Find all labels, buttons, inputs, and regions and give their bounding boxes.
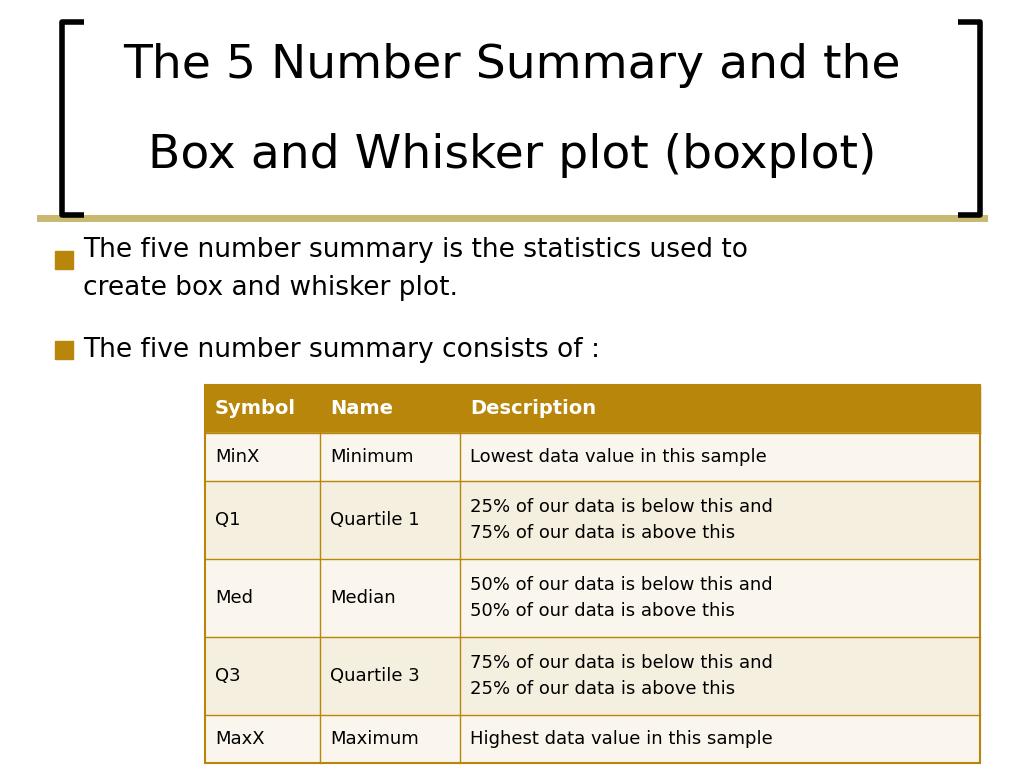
Text: Lowest data value in this sample: Lowest data value in this sample bbox=[470, 448, 767, 466]
Bar bbox=[205, 559, 980, 637]
Text: 50% of our data is below this and
50% of our data is above this: 50% of our data is below this and 50% of… bbox=[470, 577, 773, 620]
Text: Description: Description bbox=[470, 399, 596, 419]
Bar bbox=[55, 251, 73, 269]
Text: MaxX: MaxX bbox=[215, 730, 264, 748]
Text: The five number summary is the statistics used to: The five number summary is the statistic… bbox=[83, 237, 748, 263]
Text: Q1: Q1 bbox=[215, 511, 241, 529]
Text: Median: Median bbox=[330, 589, 395, 607]
Bar bbox=[205, 481, 980, 559]
Text: 75% of our data is below this and
25% of our data is above this: 75% of our data is below this and 25% of… bbox=[470, 654, 773, 697]
Bar bbox=[205, 433, 980, 481]
Bar bbox=[205, 637, 980, 715]
Bar bbox=[205, 385, 980, 433]
Text: Quartile 1: Quartile 1 bbox=[330, 511, 420, 529]
Text: Highest data value in this sample: Highest data value in this sample bbox=[470, 730, 773, 748]
Text: create box and whisker plot.: create box and whisker plot. bbox=[83, 275, 458, 301]
Text: The five number summary consists of :: The five number summary consists of : bbox=[83, 337, 600, 363]
Text: Maximum: Maximum bbox=[330, 730, 419, 748]
Text: MinX: MinX bbox=[215, 448, 259, 466]
Text: Quartile 3: Quartile 3 bbox=[330, 667, 420, 685]
Text: Q3: Q3 bbox=[215, 667, 241, 685]
Bar bbox=[205, 715, 980, 763]
Text: Symbol: Symbol bbox=[215, 399, 296, 419]
Bar bbox=[55, 341, 73, 359]
Text: Med: Med bbox=[215, 589, 253, 607]
Text: The 5 Number Summary and the: The 5 Number Summary and the bbox=[123, 42, 901, 88]
Text: Name: Name bbox=[330, 399, 393, 419]
Text: 25% of our data is below this and
75% of our data is above this: 25% of our data is below this and 75% of… bbox=[470, 498, 773, 541]
Text: Minimum: Minimum bbox=[330, 448, 414, 466]
Bar bbox=[205, 385, 980, 763]
Text: Box and Whisker plot (boxplot): Box and Whisker plot (boxplot) bbox=[147, 133, 877, 177]
